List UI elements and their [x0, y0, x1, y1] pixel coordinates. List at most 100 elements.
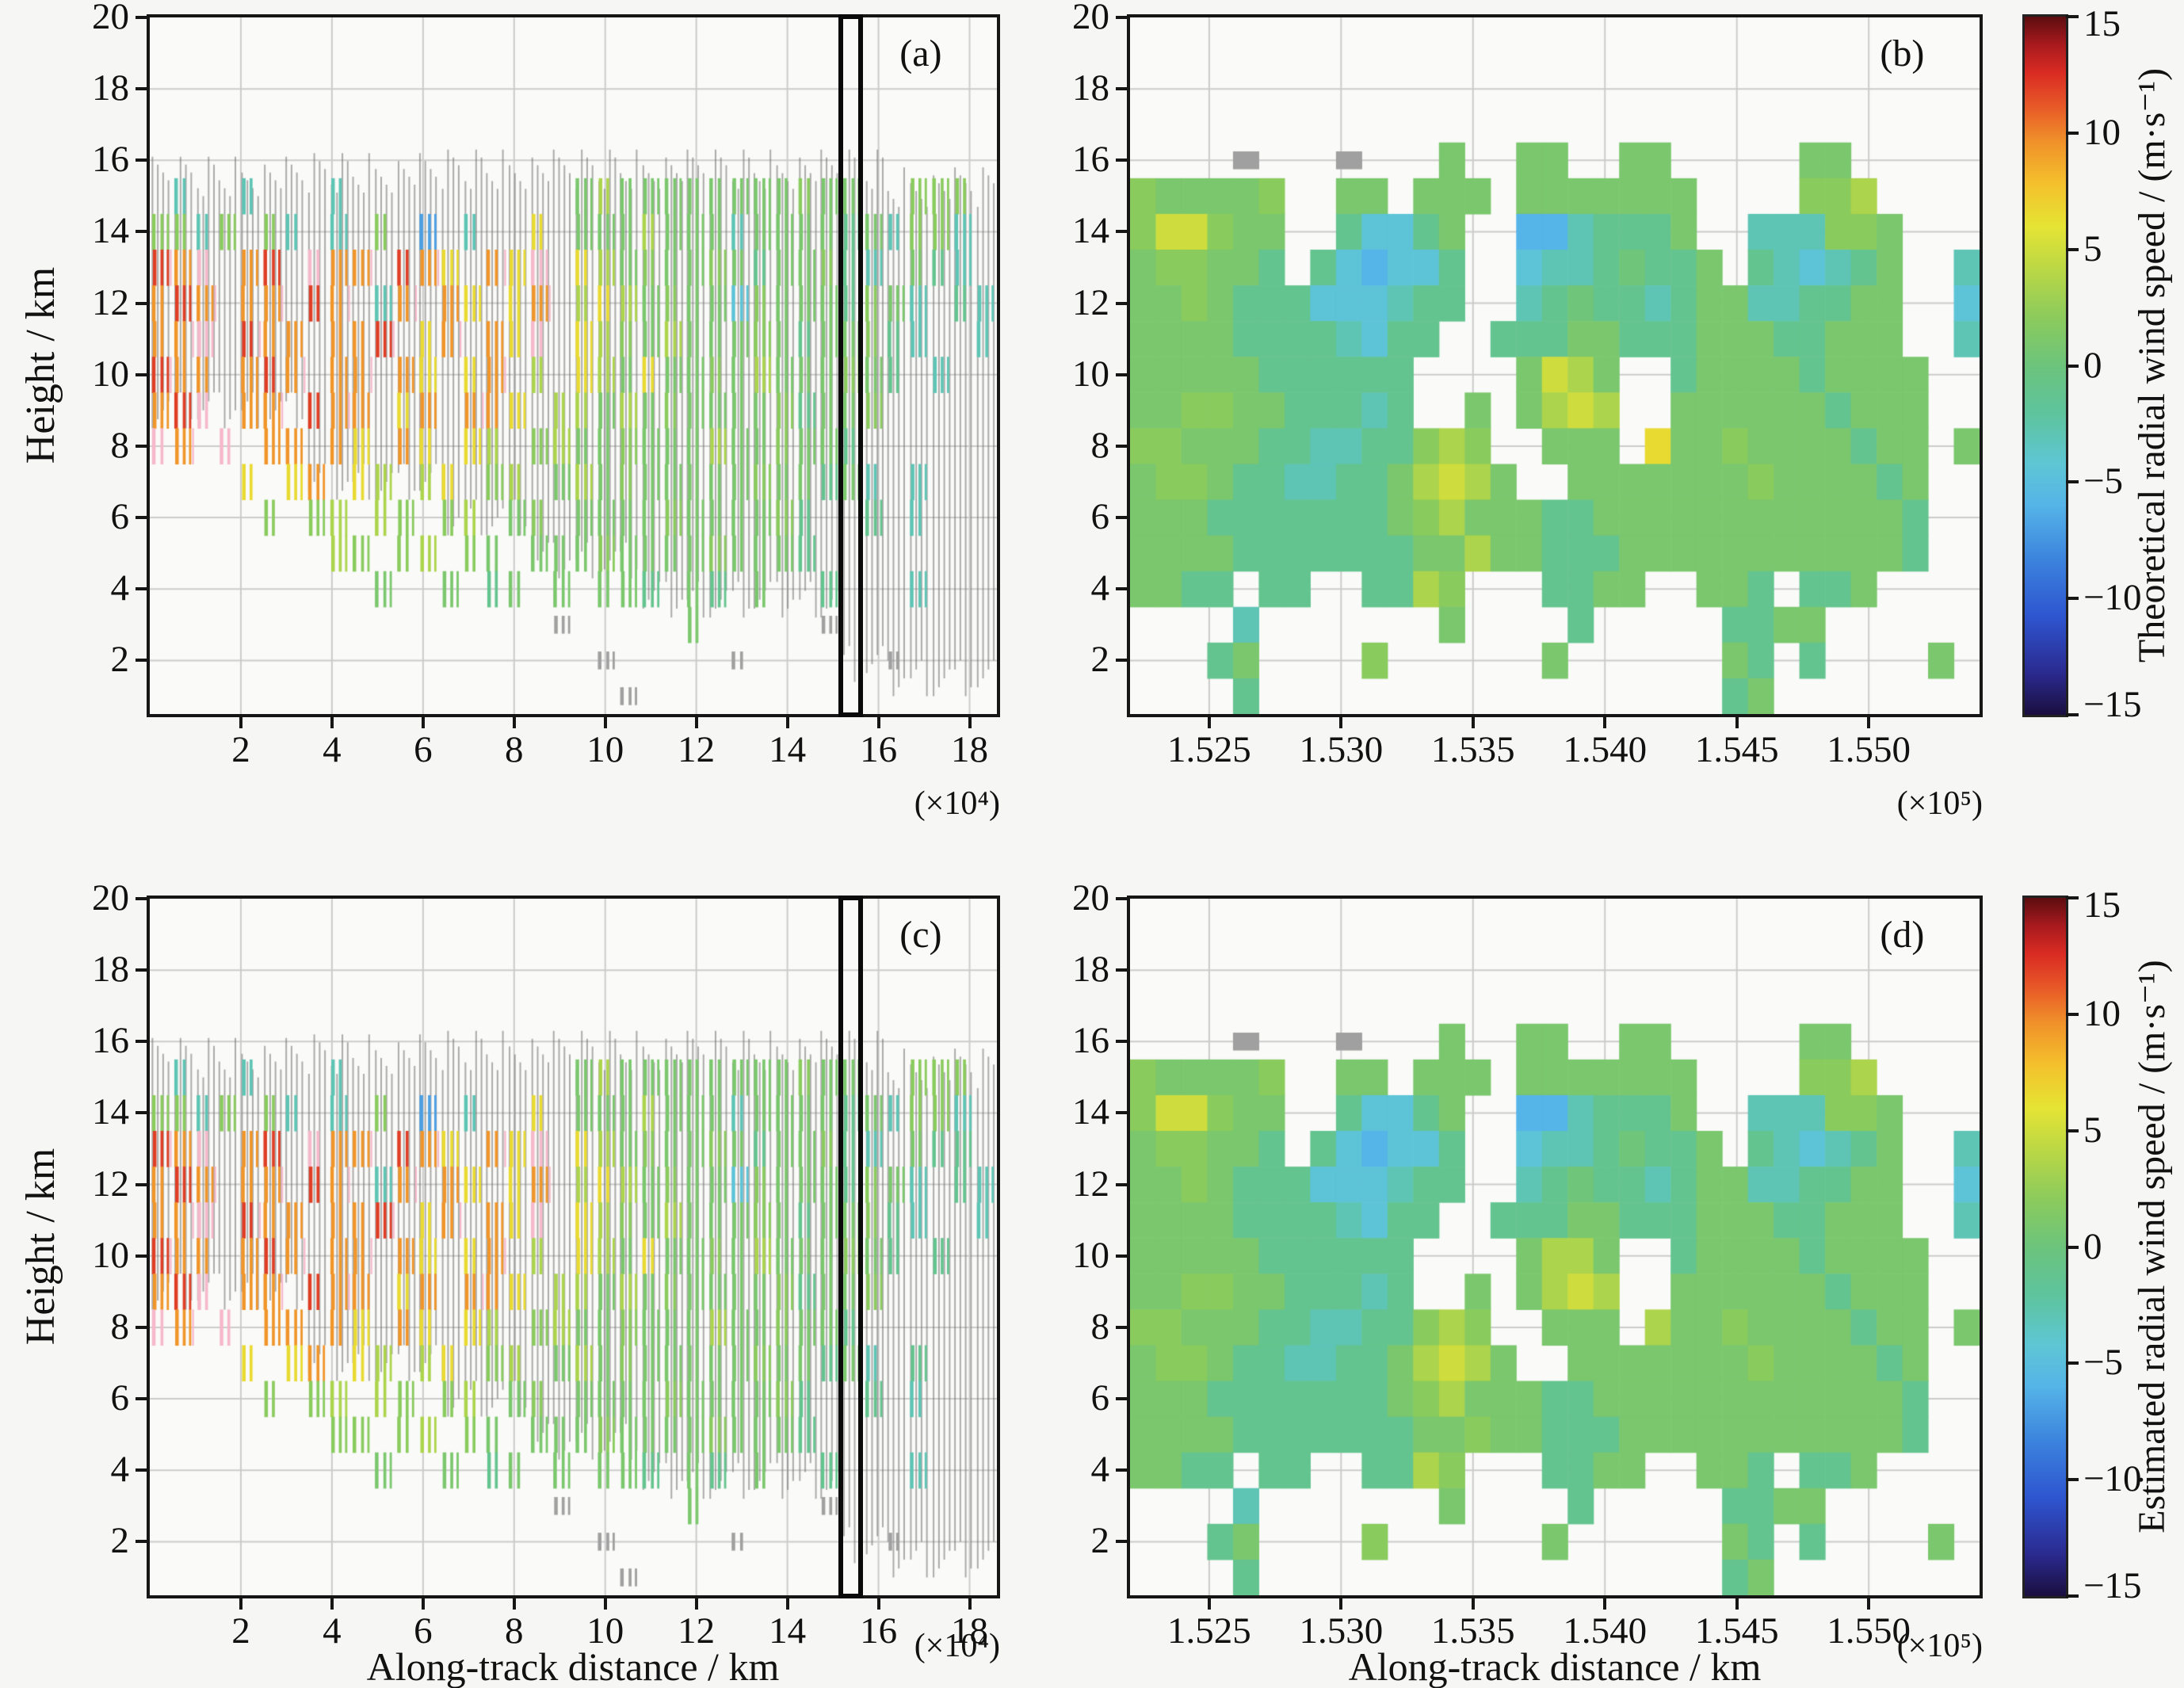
y-tick-label: 14: [92, 210, 129, 252]
x-tick-mark: [1603, 1595, 1607, 1610]
y-tick-mark: [1116, 587, 1130, 591]
colorbar-tick-label: 10: [2083, 111, 2121, 153]
x-tick-label: 1.540: [1563, 729, 1648, 770]
y-tick-mark: [1116, 1254, 1130, 1258]
y-tick-mark: [136, 1254, 150, 1258]
x-tick-label: 1.545: [1694, 1610, 1779, 1652]
y-tick-label: 12: [1072, 1163, 1109, 1205]
x-tick-label: 16: [860, 1610, 898, 1652]
y-tick-mark: [1116, 301, 1130, 305]
x-tick-mark: [239, 1595, 242, 1610]
x-tick-mark: [1207, 714, 1211, 728]
x-tick-mark: [785, 1595, 789, 1610]
y-tick-mark: [1116, 516, 1130, 520]
y-tick-label: 10: [1072, 353, 1109, 395]
y-tick-mark: [136, 301, 150, 305]
y-tick-label: 20: [92, 0, 129, 37]
y-tick-label: 12: [1072, 281, 1109, 323]
colorbar-tick-mark: [2066, 896, 2079, 899]
y-tick-label: 2: [1090, 1520, 1110, 1562]
x-tick-label: 14: [769, 729, 807, 770]
x-tick-mark: [1471, 1595, 1475, 1610]
y-tick-mark: [136, 1182, 150, 1186]
x-tick-label: 12: [678, 1610, 716, 1652]
y-tick-label: 18: [1072, 949, 1109, 991]
x-tick-mark: [1471, 714, 1475, 728]
x-tick-label: 1.530: [1299, 729, 1384, 770]
y-tick-label: 4: [1090, 1449, 1110, 1491]
x-scale-note-d: (×10⁵): [1896, 1628, 1983, 1664]
y-tick-label: 14: [1072, 210, 1109, 252]
colorbar-tick-mark: [2066, 480, 2079, 484]
y-tick-label: 2: [1090, 639, 1110, 681]
colorbar-tick-label: 0: [2083, 1225, 2102, 1267]
x-tick-label: 6: [414, 729, 433, 770]
y-tick-mark: [1116, 1040, 1130, 1044]
colorbar-tick-mark: [2066, 597, 2079, 601]
x-tick-label: 1.535: [1430, 1610, 1515, 1652]
x-tick-mark: [1339, 714, 1343, 728]
y-tick-mark: [136, 1325, 150, 1329]
colorbar-tick-mark: [2066, 1129, 2079, 1132]
x-tick-label: 10: [586, 729, 624, 770]
x-tick-label: 8: [505, 1610, 524, 1652]
plot-panel-c: (c) 2 4 6 8 10 12 14 16 18 2 4 6 8 10 12 14 16 18 20: [92, 880, 1000, 1650]
x-tick-mark: [512, 1595, 516, 1610]
colorbar-tick-label: 15: [2083, 3, 2121, 44]
y-tick-mark: [136, 1111, 150, 1115]
y-tick-label: 6: [1090, 496, 1110, 538]
colorbar-tick-mark: [2066, 713, 2079, 716]
y-tick-label: 16: [1072, 1020, 1109, 1062]
y-tick-label: 10: [92, 353, 129, 395]
colorbar-tick-mark: [2066, 1594, 2079, 1598]
x-tick-label: 1.525: [1167, 1610, 1251, 1652]
y-tick-mark: [1116, 372, 1130, 376]
panel-label-b: (b): [1880, 32, 1925, 74]
y-tick-mark: [1116, 897, 1130, 900]
colorbar-tick-mark: [2066, 15, 2079, 18]
x-tick-mark: [1867, 714, 1871, 728]
y-tick-mark: [1116, 444, 1130, 448]
y-tick-mark: [136, 230, 150, 234]
y-tick-mark: [136, 897, 150, 900]
x-tick-mark: [694, 1595, 698, 1610]
x-tick-label: 8: [505, 729, 524, 770]
x-scale-note-a: (×10⁴): [914, 785, 1000, 822]
y-tick-label: 8: [1090, 424, 1110, 466]
y-tick-mark: [1116, 158, 1130, 162]
colorbar-tick-mark: [2066, 364, 2079, 368]
x-axis-title-d: Along-track distance / km: [1348, 1644, 1762, 1688]
y-tick-label: 2: [110, 1520, 130, 1562]
x-tick-mark: [1603, 714, 1607, 728]
colorbar-tick-label: −15: [2083, 1565, 2142, 1606]
y-tick-label: 6: [1090, 1377, 1110, 1419]
colorbar-tick-mark: [2066, 131, 2079, 135]
highlight-rectangle-c: [838, 896, 864, 1598]
panel-label-d: (d): [1880, 913, 1925, 956]
colorbar-estimated: 15 10 5 0 −5 −10 −15: [2022, 887, 2142, 1605]
y-tick-label: 8: [1090, 1305, 1110, 1347]
plot-panel-a: (a) 2 4 6 8 10 12 14 16 18 2 4 6 8 10 12 14 16 18 20: [92, 0, 1000, 769]
y-tick-mark: [136, 16, 150, 19]
x-scale-note-b: (×10⁵): [1896, 785, 1983, 822]
y-tick-label: 18: [92, 949, 129, 991]
x-tick-mark: [421, 714, 425, 728]
y-tick-label: 16: [1072, 139, 1109, 181]
y-tick-mark: [136, 158, 150, 162]
x-tick-label: 2: [231, 1610, 250, 1652]
x-tick-mark: [603, 1595, 607, 1610]
x-tick-label: 1.550: [1827, 1610, 1911, 1652]
y-tick-label: 14: [1072, 1091, 1109, 1133]
colorbar-tick-label: −5: [2083, 460, 2124, 502]
y-tick-mark: [1116, 87, 1130, 91]
colorbar-tick-label: 10: [2083, 992, 2121, 1034]
y-tick-mark: [136, 1040, 150, 1044]
colorbar-tick-label: −10: [2083, 577, 2142, 619]
y-tick-label: 20: [1072, 0, 1109, 37]
x-tick-mark: [876, 714, 880, 728]
x-tick-mark: [512, 714, 516, 728]
x-tick-label: 1.545: [1694, 729, 1779, 770]
x-tick-mark: [1339, 1595, 1343, 1610]
colorbar-tick-label: 15: [2083, 884, 2121, 926]
